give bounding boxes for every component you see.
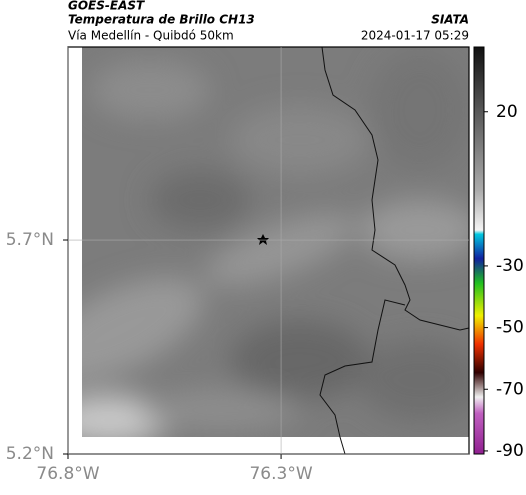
header-subtitle: Temperatura de Brillo CH13: [68, 13, 255, 27]
colorbar-tick-label: -90: [496, 441, 524, 461]
x-tick-label: 76.8°W: [36, 464, 99, 484]
x-tick-label: 76.3°W: [249, 464, 312, 484]
y-tick-label: 5.2°N: [6, 444, 54, 464]
colorbar-tick-label: -70: [496, 379, 524, 399]
y-tick-label: 5.7°N: [6, 230, 54, 250]
header-location: Vía Medellín - Quibdó 50km: [68, 29, 234, 43]
location-star: [257, 234, 269, 245]
header-title: GOES-EAST: [68, 0, 145, 13]
colorbar-tick-label: -30: [496, 256, 524, 276]
borders: [319, 46, 470, 455]
colorbar: [473, 46, 485, 455]
colorbar-tick-label: 20: [496, 102, 518, 122]
colorbar-tick-label: -50: [496, 318, 524, 338]
satellite-image: [82, 47, 469, 437]
header-agency: SIATA: [431, 13, 469, 27]
header-timestamp: 2024-01-17 05:29: [361, 29, 469, 43]
